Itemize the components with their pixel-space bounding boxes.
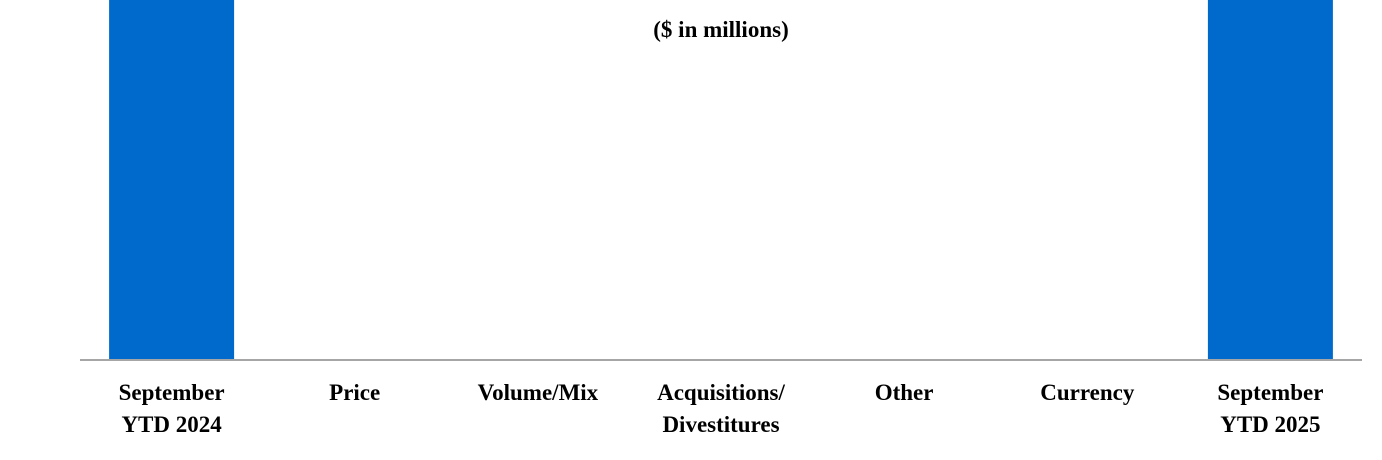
chart-subtitle: ($ in millions) — [653, 17, 788, 42]
x-tick-label-price: Price — [329, 380, 380, 405]
x-tick-label-line: Currency — [1040, 380, 1135, 405]
bar-september-ytd-2024 — [109, 0, 235, 361]
x-tick-label-other: Other — [875, 380, 934, 405]
x-tick-label-september-ytd-2024: September YTD 2024 — [119, 380, 225, 437]
x-tick-label-line: Acquisitions/ — [657, 380, 785, 405]
x-tick-label-line: September — [1217, 380, 1323, 405]
x-tick-label-line: Divestitures — [662, 412, 779, 437]
x-tick-labels: September YTD 2024 Price Volume/Mix Acquisit… — [119, 380, 1324, 437]
x-tick-label-line: Volume/Mix — [478, 380, 599, 405]
x-tick-label-line: Other — [875, 380, 934, 405]
bars-layer — [109, 0, 1333, 361]
x-tick-label-line: September — [119, 380, 225, 405]
x-tick-label-line: Price — [329, 380, 380, 405]
x-tick-label-acquisitions-divestitures: Acquisitions/Divestitures — [657, 380, 785, 437]
bar-september-ytd-2025 — [1207, 0, 1333, 361]
x-tick-label-volume-mix: Volume/Mix — [478, 380, 599, 405]
x-tick-label-line: YTD 2024 — [121, 412, 222, 437]
x-tick-label-line: YTD 2025 — [1220, 412, 1320, 437]
x-tick-label-september-ytd-2025: September YTD 2025 — [1217, 380, 1323, 437]
x-tick-label-currency: Currency — [1040, 380, 1135, 405]
